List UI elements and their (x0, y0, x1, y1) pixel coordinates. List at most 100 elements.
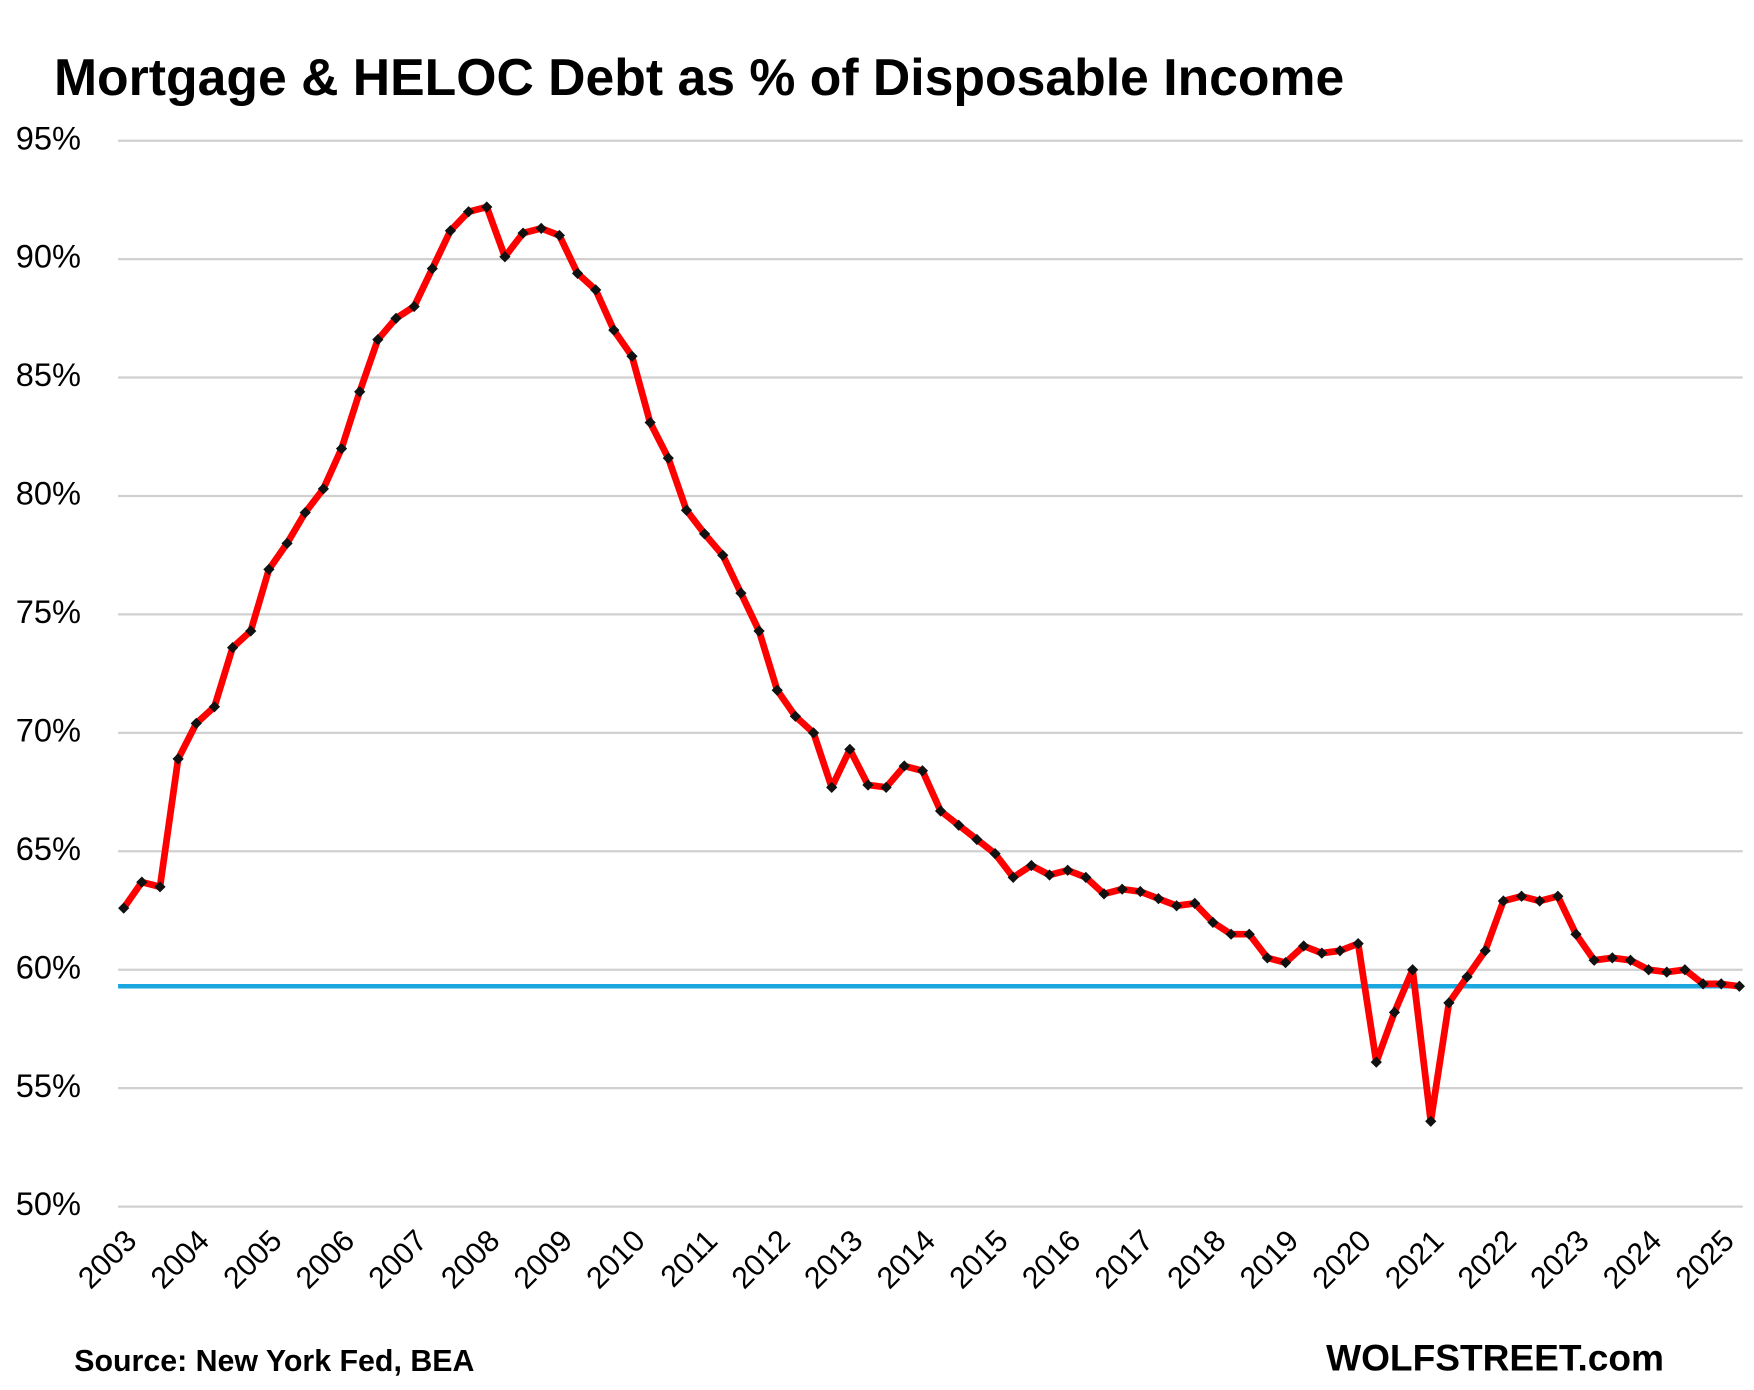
y-tick-label: 65% (16, 830, 81, 867)
data-marker (208, 701, 221, 713)
data-marker (535, 222, 547, 234)
data-marker (1443, 997, 1455, 1009)
data-marker (1134, 885, 1146, 898)
y-tick-label: 80% (16, 475, 81, 512)
data-marker (1661, 966, 1673, 978)
data-marker (263, 563, 275, 576)
brand: WOLFSTREET.com (1326, 1336, 1664, 1378)
x-tick-label: 2004 (145, 1224, 216, 1295)
data-marker (1316, 947, 1328, 959)
x-tick-label: 2011 (655, 1224, 724, 1293)
x-tick-label: 2025 (1670, 1224, 1741, 1295)
data-marker (1243, 928, 1255, 940)
x-tick-label: 2014 (871, 1224, 942, 1295)
y-tick-label: 75% (16, 593, 81, 630)
data-marker (989, 848, 1001, 860)
data-marker (1425, 1115, 1437, 1127)
x-tick-label: 2023 (1525, 1224, 1596, 1295)
data-marker (136, 876, 148, 888)
x-tick-label: 2017 (1089, 1224, 1160, 1295)
x-tick-label: 2024 (1597, 1224, 1668, 1295)
data-marker (1679, 964, 1691, 976)
data-marker (1534, 895, 1546, 907)
data-marker (1624, 954, 1637, 966)
data-marker (1062, 864, 1074, 876)
chart-title: Mortgage & HELOC Debt as % of Disposable… (54, 48, 1344, 106)
data-marker (444, 225, 457, 237)
y-tick-label: 55% (16, 1067, 81, 1104)
data-marker (862, 779, 874, 791)
x-tick-label: 2012 (726, 1224, 797, 1295)
y-tick-label: 95% (16, 119, 81, 156)
x-tick-label: 2022 (1452, 1224, 1523, 1295)
data-marker (1098, 888, 1110, 900)
data-marker (481, 201, 493, 213)
data-marker (1152, 893, 1165, 905)
data-marker (1261, 952, 1274, 964)
data-marker (1461, 971, 1473, 983)
data-marker (1588, 954, 1600, 966)
data-marker (1715, 978, 1727, 990)
data-marker (1552, 890, 1564, 902)
data-marker (953, 819, 965, 831)
data-marker (1697, 978, 1709, 990)
data-marker (1279, 956, 1292, 969)
data-marker (807, 727, 820, 739)
data-marker (717, 549, 729, 561)
data-marker (118, 902, 130, 914)
data-marker (1080, 871, 1092, 883)
y-tick-label: 60% (16, 948, 81, 985)
data-marker (753, 625, 765, 637)
data-marker (1025, 859, 1037, 872)
data-marker (1388, 1006, 1401, 1018)
data-marker (1225, 928, 1237, 940)
data-marker (608, 324, 620, 336)
data-marker (1170, 900, 1183, 912)
data-marker (154, 881, 166, 893)
data-marker (680, 504, 693, 516)
y-tick-label: 70% (16, 711, 81, 748)
data-marker (698, 528, 711, 540)
y-tick-label: 90% (16, 238, 81, 275)
x-tick-label: 2016 (1016, 1224, 1087, 1295)
data-marker (426, 262, 438, 275)
data-marker (571, 267, 584, 279)
data-marker (934, 805, 947, 817)
data-marker (172, 753, 184, 765)
data-marker (1043, 869, 1056, 881)
data-marker (662, 452, 674, 464)
data-marker (1370, 1056, 1382, 1068)
data-marker (1116, 883, 1128, 895)
data-marker (1189, 897, 1201, 910)
data-marker (1334, 945, 1346, 957)
x-tick-label: 2006 (290, 1224, 361, 1295)
y-tick-label: 50% (16, 1185, 81, 1222)
y-tick-label: 85% (16, 356, 81, 393)
x-tick-label: 2019 (1234, 1224, 1305, 1295)
x-tick-label: 2010 (581, 1224, 652, 1295)
data-marker (1207, 916, 1219, 928)
data-marker (789, 710, 801, 722)
data-marker (190, 717, 202, 730)
data-marker (1733, 980, 1746, 992)
data-marker (898, 760, 910, 772)
data-marker (844, 743, 856, 756)
data-marker (771, 684, 783, 696)
x-tick-label: 2009 (508, 1224, 579, 1295)
x-tick-label: 2008 (435, 1224, 506, 1295)
data-marker (1497, 895, 1510, 907)
data-marker (1515, 890, 1528, 902)
data-marker (971, 833, 983, 846)
data-marker (1352, 938, 1364, 950)
data-marker (1479, 945, 1491, 957)
x-tick-label: 2003 (72, 1224, 143, 1295)
data-marker (245, 625, 257, 637)
data-marker (517, 227, 529, 239)
x-tick-label: 2013 (798, 1224, 869, 1295)
data-marker (1298, 940, 1310, 952)
data-marker (826, 781, 838, 793)
source-note: Source: New York Fed, BEA (74, 1345, 474, 1378)
data-marker (626, 350, 638, 362)
data-marker (281, 537, 293, 549)
